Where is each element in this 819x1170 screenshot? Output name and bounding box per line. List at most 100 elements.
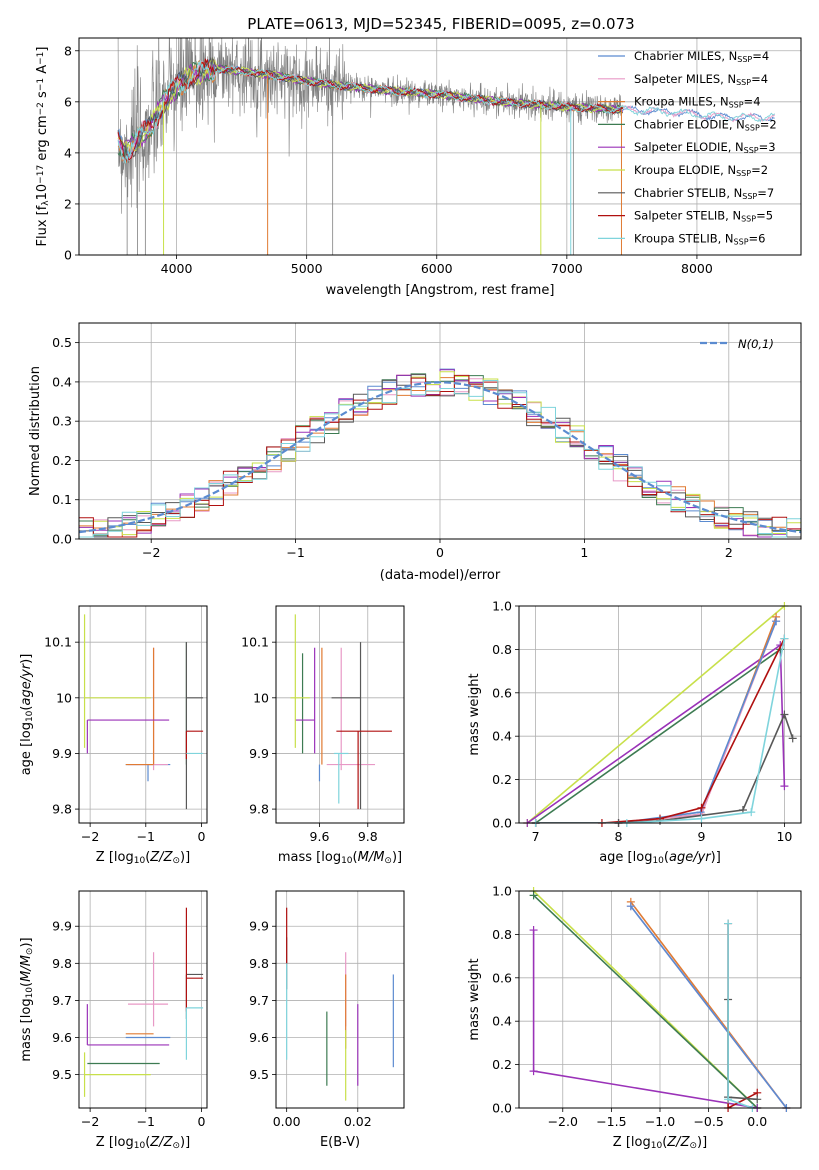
age_vs_Z-panel: −2 −1 0 9.8 9.9 10 10.1 Z [log10(Z/Z⊙)] age [log… bbox=[19, 605, 208, 866]
age_vs_mass-ytick-label: 10.1 bbox=[241, 635, 269, 650]
residuals-xtick-label: −1 bbox=[286, 545, 304, 560]
weight-series-line bbox=[727, 923, 753, 1108]
weight-marker bbox=[697, 814, 706, 823]
histogram-series bbox=[79, 374, 801, 538]
mass_vs_ebv-ytick-label: 9.5 bbox=[249, 1067, 269, 1082]
weight-series-line bbox=[526, 606, 785, 823]
legend-entry: Chabrier MILES, NSSP=4 bbox=[634, 49, 769, 64]
spectrum-frame bbox=[78, 37, 802, 256]
spectrum-xtick-label: 5000 bbox=[291, 261, 323, 276]
mass_vs_Z-ytick-label: 9.5 bbox=[52, 1067, 72, 1082]
spectrum-ytick-label: 0 bbox=[64, 248, 72, 263]
histogram-series bbox=[79, 374, 801, 538]
residuals-ylabel: Normed distribution bbox=[28, 366, 43, 496]
mass_vs_Z-ytick-label: 9.6 bbox=[52, 1030, 72, 1045]
mass_vs_Z-ylabel: mass [log10(M/M⊙)] bbox=[19, 937, 35, 1061]
age_vs_mass-ytick-label: 9.9 bbox=[249, 746, 269, 761]
weight_vs_age-xtick-label: 7 bbox=[532, 829, 540, 844]
mass_vs_ebv-ytick-label: 9.9 bbox=[249, 919, 269, 934]
weight-series-line bbox=[533, 894, 758, 1108]
residuals-xlabel: (data-model)/error bbox=[380, 568, 501, 583]
weight-marker bbox=[780, 634, 789, 643]
weight_vs_age-ytick-label: 0.8 bbox=[492, 642, 512, 657]
age_vs_mass-frame bbox=[275, 605, 405, 824]
legend-entry: N(0,1) bbox=[738, 337, 774, 351]
spectrum-ytick-label: 8 bbox=[64, 43, 72, 58]
age_vs_Z-grid bbox=[79, 606, 207, 823]
age_vs_mass-panel: 9.6 9.8 9.8 9.9 10 10.1 mass [log10(M/M⊙)] bbox=[241, 605, 405, 866]
legend-entry: Kroupa ELODIE, NSSP=2 bbox=[634, 163, 768, 178]
weight-marker bbox=[724, 919, 733, 928]
age_vs_Z-xtick-label: −2 bbox=[81, 829, 99, 844]
weight_vs_age-xtick-label: 8 bbox=[615, 829, 623, 844]
age_vs_mass-xtick-label: 9.8 bbox=[358, 829, 378, 844]
weight_vs_Z-ytick-label: 0.2 bbox=[492, 1057, 512, 1072]
mass_vs_ebv-ytick-label: 9.7 bbox=[249, 993, 269, 1008]
weight-marker bbox=[772, 617, 781, 626]
weight_vs_age-ytick-label: 0.4 bbox=[492, 729, 512, 744]
spectrum-xlabel: wavelength [Angstrom, rest frame] bbox=[326, 283, 555, 298]
age_vs_mass-ytick-label: 9.8 bbox=[249, 802, 269, 817]
spectrum-ytick-label: 4 bbox=[64, 145, 72, 160]
mass_vs_Z-frame bbox=[78, 890, 208, 1109]
residuals-xtick-label: 2 bbox=[725, 545, 733, 560]
weight-series-line bbox=[532, 930, 758, 1108]
weight_vs_age-xlabel: age [log10(age/yr)] bbox=[599, 850, 721, 866]
legend-entry: Salpeter STELIB, NSSP=5 bbox=[634, 209, 773, 224]
residuals-xtick-label: 0 bbox=[436, 545, 444, 560]
spectrum-ytick-label: 2 bbox=[64, 196, 72, 211]
weight_vs_age-ytick-label: 0.2 bbox=[492, 772, 512, 787]
spectrum-ytick-label: 6 bbox=[64, 94, 72, 109]
weight-series-line bbox=[535, 712, 794, 823]
mass_vs_ebv-grid bbox=[276, 891, 404, 1108]
mass_vs_Z-ytick-label: 9.9 bbox=[52, 919, 72, 934]
spectrum-panel: 4000 5000 6000 7000 8000 0 2 4 6 8 Chabrier MILES,… bbox=[35, 37, 802, 298]
weight-marker bbox=[529, 926, 538, 935]
residuals-ytick-label: 0.0 bbox=[52, 532, 72, 547]
weight_vs_age-frame bbox=[518, 605, 802, 824]
mass_vs_ebv-panel: 0.00 0.02 9.5 9.6 9.7 9.8 9.9 E(B-V) bbox=[249, 890, 405, 1150]
spectrum-xtick-label: 4000 bbox=[161, 261, 193, 276]
mass_vs_ebv-frame bbox=[275, 890, 405, 1109]
spectrum-model-line bbox=[117, 60, 776, 164]
residuals-ytick-label: 0.4 bbox=[52, 374, 72, 389]
spectrum-ylabel: Flux [fλ10−17 erg cm−2 s−1 A−1] bbox=[35, 47, 51, 247]
mass_vs_Z-panel: −2 −1 0 9.5 9.6 9.7 9.8 9.9 Z [log10(Z/Z⊙)] mass … bbox=[19, 890, 208, 1151]
weight_vs_Z-ytick-label: 0.8 bbox=[492, 927, 512, 942]
figure-title: PLATE=0613, MJD=52345, FIBERID=0095, z=0… bbox=[247, 15, 634, 33]
residuals-ytick-label: 0.5 bbox=[52, 335, 72, 350]
weight-marker bbox=[626, 902, 635, 911]
weight-marker bbox=[697, 803, 706, 812]
weight_vs_Z-frame bbox=[518, 890, 802, 1109]
weight-marker bbox=[529, 891, 538, 900]
weight_vs_Z-panel: −2.0 −1.5 −1.0 −0.5 0.0 0.0 0.2 0.4 0.6 0.8 1.0 Z [… bbox=[467, 884, 802, 1151]
weight_vs_Z-ytick-label: 1.0 bbox=[492, 884, 512, 899]
weight-series-line bbox=[535, 638, 786, 823]
residuals-ytick-label: 0.1 bbox=[52, 492, 72, 507]
age_vs_Z-xtick-label: 0 bbox=[197, 829, 205, 844]
residuals-ytick-label: 0.3 bbox=[52, 414, 72, 429]
residuals-panel: −2 −1 0 1 2 0.0 0.1 0.2 0.3 0.4 0.5 N(0,1) (data-mod… bbox=[28, 322, 802, 583]
mass_vs_Z-xtick-label: −2 bbox=[81, 1114, 99, 1129]
weight-marker bbox=[747, 808, 756, 817]
legend-entry: Salpeter ELODIE, NSSP=3 bbox=[634, 140, 776, 155]
weight-marker bbox=[788, 734, 797, 743]
weight_vs_Z-xtick-label: −1.0 bbox=[645, 1114, 675, 1129]
age_vs_Z-ytick-label: 9.8 bbox=[52, 802, 72, 817]
weight-marker bbox=[753, 1095, 762, 1104]
legend-entry: Chabrier ELODIE, NSSP=2 bbox=[634, 117, 777, 132]
age_vs_Z-frame bbox=[78, 605, 208, 824]
weight-series-line bbox=[630, 905, 788, 1108]
spectrum-xtick-label: 7000 bbox=[551, 261, 583, 276]
mass_vs_Z-ytick-label: 9.7 bbox=[52, 993, 72, 1008]
mass_vs_ebv-ytick-label: 9.6 bbox=[249, 1030, 269, 1045]
weight_vs_Z-ytick-label: 0.6 bbox=[492, 970, 512, 985]
legend-entry: Salpeter MILES, NSSP=4 bbox=[634, 72, 768, 87]
spectrum-model-line bbox=[117, 59, 624, 151]
weight-marker bbox=[724, 1095, 733, 1104]
weight_vs_age-xtick-label: 9 bbox=[697, 829, 705, 844]
histogram-series bbox=[79, 380, 801, 538]
weight-series-line bbox=[526, 643, 786, 823]
weight_vs_Z-ytick-label: 0.0 bbox=[492, 1101, 512, 1116]
mass_vs_Z-xtick-label: 0 bbox=[197, 1114, 205, 1129]
